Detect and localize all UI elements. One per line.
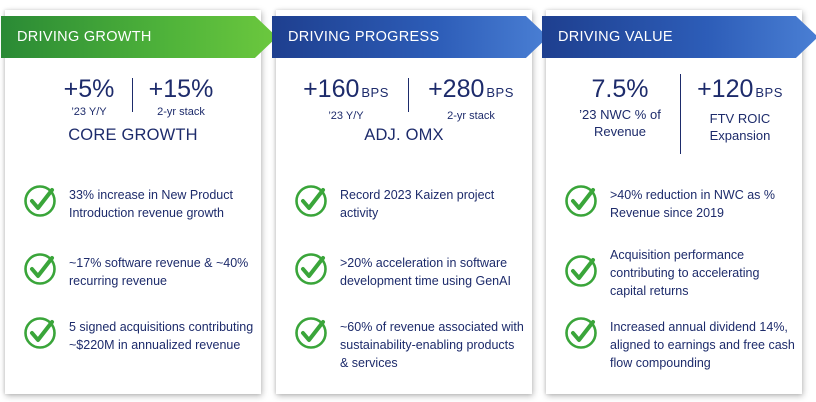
progress-stat-yoy-label: ’23 Y/Y xyxy=(328,110,364,122)
value-stat-nwc-value: 7.5% xyxy=(591,75,649,103)
value-banner: DRIVING VALUE xyxy=(542,16,816,58)
progress-stat-stack-label: 2-yr stack xyxy=(447,110,495,122)
growth-stat-yoy: +5% ’23 Y/Y xyxy=(51,74,127,119)
value-stat-roic-value: +120 xyxy=(697,75,754,103)
progress-stat-yoy: +160 BPS ’23 Y/Y xyxy=(294,74,398,123)
growth-stat-divider xyxy=(132,78,133,112)
value-stat-roic-label: FTV ROIC Expansion xyxy=(709,111,771,143)
progress-stat-yoy-value: +160 xyxy=(303,75,360,103)
progress-metric-label: ADJ. OMX xyxy=(364,126,444,144)
value-stat-nwc-label: ’23 NWC % of Revenue xyxy=(579,107,661,139)
growth-item-1: 33% increase in New Product Introduction… xyxy=(23,185,255,222)
value-stat-nwc: 7.5% ’23 NWC % of Revenue xyxy=(564,74,676,140)
check-circle-icon xyxy=(24,185,56,217)
growth-banner-title: DRIVING GROWTH xyxy=(17,29,152,45)
value-item-2-text: Acquisition performance contributing to … xyxy=(610,248,760,298)
progress-panel: DRIVING PROGRESS +160 BPS ’23 Y/Y +280 BPS… xyxy=(272,10,548,394)
growth-stat-stack: +15% 2-yr stack xyxy=(139,74,223,119)
check-circle-icon xyxy=(295,253,327,285)
value-stats: 7.5% ’23 NWC % of Revenue +120 BPS FTV RO… xyxy=(546,74,802,154)
check-circle-icon xyxy=(295,317,327,349)
progress-item-1-text: Record 2023 Kaizen project activity xyxy=(340,188,495,220)
progress-stat-stack: +280 BPS 2-yr stack xyxy=(418,74,524,123)
check-circle-icon xyxy=(24,253,56,285)
check-circle-icon xyxy=(565,185,597,217)
value-item-1: >40% reduction in NWC as % Revenue since… xyxy=(564,185,796,222)
progress-banner: DRIVING PROGRESS xyxy=(272,16,548,58)
growth-stat-stack-label: 2-yr stack xyxy=(157,106,205,118)
progress-banner-title: DRIVING PROGRESS xyxy=(288,29,440,45)
value-stat-roic-unit: BPS xyxy=(755,85,783,100)
progress-item-1: Record 2023 Kaizen project activity xyxy=(294,185,526,222)
value-item-2: Acquisition performance contributing to … xyxy=(564,246,796,300)
progress-stat-yoy-unit: BPS xyxy=(361,85,389,100)
progress-item-2-text: >20% acceleration in software developmen… xyxy=(340,256,511,288)
growth-metric-label: CORE GROWTH xyxy=(68,126,198,144)
value-item-3-text: Increased annual dividend 14%, aligned t… xyxy=(610,320,795,370)
value-item-1-text: >40% reduction in NWC as % Revenue since… xyxy=(610,188,776,220)
growth-stat-yoy-label: ’23 Y/Y xyxy=(71,106,107,118)
value-stat-roic: +120 BPS FTV ROIC Expansion xyxy=(686,74,794,144)
check-circle-icon xyxy=(565,255,597,287)
growth-panel: DRIVING GROWTH +5% ’23 Y/Y +15% 2-yr sta… xyxy=(1,10,277,394)
growth-item-2: ~17% software revenue & ~40% recurring r… xyxy=(23,253,255,290)
growth-banner: DRIVING GROWTH xyxy=(1,16,277,58)
progress-stats: +160 BPS ’23 Y/Y +280 BPS 2-yr stack xyxy=(276,74,532,144)
value-banner-title: DRIVING VALUE xyxy=(558,29,673,45)
growth-item-3-text: 5 signed acquisitions contributing ~$220… xyxy=(69,320,254,352)
value-stat-divider xyxy=(680,74,681,154)
progress-item-3-text: ~60% of revenue associated with sustaina… xyxy=(340,320,524,370)
progress-stat-stack-unit: BPS xyxy=(486,85,514,100)
growth-item-1-text: 33% increase in New Product Introduction… xyxy=(69,188,233,220)
progress-stat-divider xyxy=(408,78,409,112)
growth-item-2-text: ~17% software revenue & ~40% recurring r… xyxy=(69,256,249,288)
check-circle-icon xyxy=(565,317,597,349)
growth-stat-stack-value: +15% xyxy=(148,75,214,103)
check-circle-icon xyxy=(24,317,56,349)
value-panel: DRIVING VALUE 7.5% ’23 NWC % of Revenue … xyxy=(542,10,816,394)
check-circle-icon xyxy=(295,185,327,217)
progress-stat-stack-value: +280 xyxy=(428,75,485,103)
progress-item-3: ~60% of revenue associated with sustaina… xyxy=(294,317,526,372)
progress-item-2: >20% acceleration in software developmen… xyxy=(294,253,526,290)
value-item-3: Increased annual dividend 14%, aligned t… xyxy=(564,317,796,372)
growth-stat-yoy-value: +5% xyxy=(63,75,115,103)
growth-item-3: 5 signed acquisitions contributing ~$220… xyxy=(23,317,255,354)
growth-stats: +5% ’23 Y/Y +15% 2-yr stack xyxy=(5,74,261,144)
